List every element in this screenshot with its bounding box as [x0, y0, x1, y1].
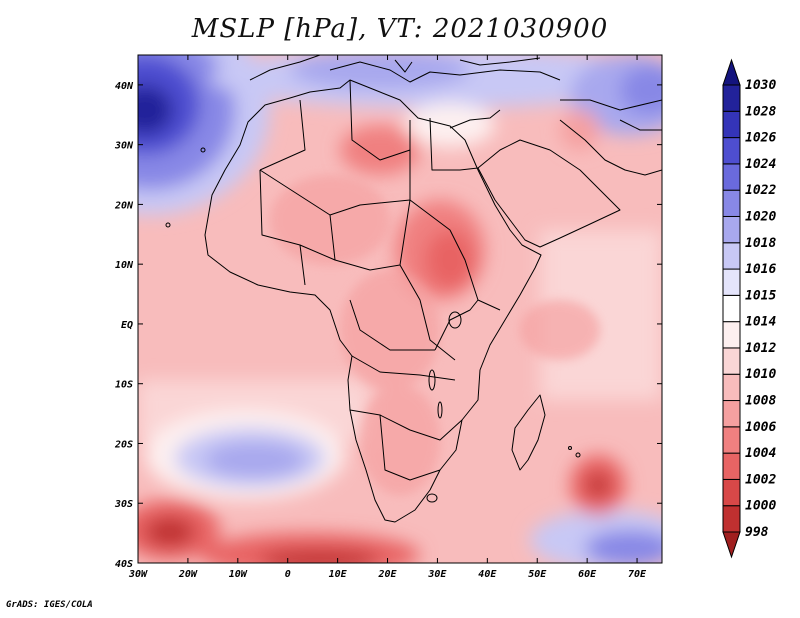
x-axis: 30W 20W 10W 0 10E 20E 30E 40E 50E 60E 70E: [128, 55, 647, 580]
plot-frame: [137, 54, 663, 564]
x-tick-label: 50E: [528, 569, 547, 580]
pressure-field: [138, 55, 662, 563]
colorbar-cell: [722, 505, 741, 533]
x-tick-label: 10W: [229, 569, 248, 580]
colorbar-label: 1016: [745, 262, 776, 277]
colorbar-cell: [722, 478, 741, 507]
colorbar-label: 1002: [745, 472, 776, 487]
colorbar-cell: [722, 347, 741, 375]
colorbar-label: 1010: [745, 367, 776, 382]
x-tick-label: 70E: [628, 569, 647, 580]
x-tick-label: 40E: [478, 569, 497, 580]
colorbar-label: 1020: [745, 209, 776, 224]
colorbar-label: 1012: [745, 341, 776, 356]
colorbar-label: 998: [745, 525, 769, 540]
y-tick-label: 20S: [114, 439, 133, 450]
map-title: MSLP [hPa], VT: 2021030900: [191, 14, 609, 44]
y-tick-label: 40N: [115, 81, 134, 92]
colorbar-cell: [722, 163, 741, 191]
colorbar-extend-bottom: [722, 531, 741, 559]
colorbar-cell: [722, 452, 741, 480]
colorbar-label: 1014: [745, 315, 776, 330]
y-tick-label: 30S: [114, 499, 133, 510]
colorbar-label: 1004: [745, 446, 776, 461]
colorbar-label: 1018: [745, 236, 776, 251]
colorbar-cell: [722, 242, 741, 270]
colorbar-cell: [722, 294, 741, 323]
colorbar-cell: [722, 373, 741, 402]
y-tick-label: EQ: [121, 320, 133, 331]
y-tick-label: 30N: [114, 141, 134, 152]
y-tick-label: 10N: [115, 260, 134, 271]
y-axis: 40N 30N 20N 10N EQ 10S 20S 30S 40S: [114, 81, 662, 570]
colorbar-label: 1026: [745, 131, 776, 146]
colorbar-label: 1024: [745, 157, 776, 172]
colorbar-cell: [722, 426, 741, 454]
grads-credit: GrADS: IGES/COLA: [6, 600, 93, 610]
colorbar-cell: [722, 215, 741, 244]
x-tick-label: 0: [285, 569, 291, 580]
colorbar-extend-top: [722, 58, 741, 86]
x-tick-label: 30W: [128, 569, 148, 580]
colorbar-label: 1006: [745, 420, 776, 435]
y-tick-label: 20N: [114, 200, 134, 211]
colorbar-label: 1015: [745, 288, 776, 303]
x-tick-label: 60E: [578, 569, 597, 580]
colorbar-cell: [722, 189, 741, 217]
colorbar-label: 1030: [745, 78, 776, 93]
colorbar: 998 1000 1002 1004 1006 1008 1010 1012 1014 1015 1…: [722, 58, 776, 559]
colorbar-label: 1000: [745, 499, 776, 514]
x-tick-label: 20E: [377, 569, 397, 580]
colorbar-cell: [722, 400, 741, 428]
colorbar-label: 1022: [745, 183, 776, 198]
y-tick-label: 10S: [115, 380, 133, 391]
x-tick-label: 20W: [178, 569, 198, 580]
colorbar-cell: [722, 268, 741, 296]
colorbar-cell: [722, 84, 741, 112]
y-tick-label: 40S: [115, 559, 133, 570]
colorbar-label: 1008: [745, 394, 776, 409]
x-tick-label: 10E: [329, 569, 348, 580]
colorbar-cell: [722, 110, 741, 139]
colorbar-cell: [722, 321, 741, 349]
x-tick-label: 30E: [427, 569, 447, 580]
colorbar-cell: [722, 137, 741, 165]
coastlines: [165, 55, 662, 523]
colorbar-label: 1028: [745, 104, 776, 119]
